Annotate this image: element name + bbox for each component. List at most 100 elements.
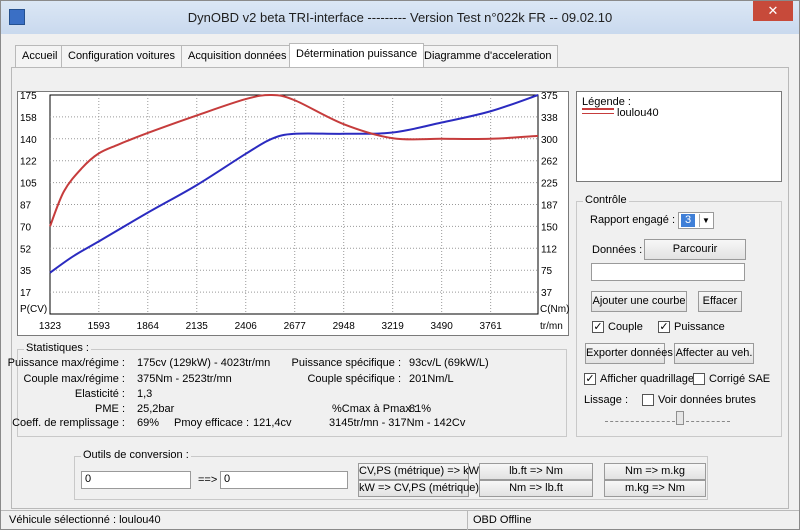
stat-label-puissance-specifique: Puissance spécifique : <box>291 357 401 369</box>
status-vehicle: Véhicule sélectionné : loulou40 <box>9 514 161 526</box>
chart-svg: 175 375 158 338 140 300 122 262 105 225 87 187 70 150… <box>20 91 569 332</box>
x-tick-label: 1593 <box>88 321 111 332</box>
brutes-slider-track[interactable] <box>686 421 730 422</box>
window-title: DynOBD v2 beta TRI-interface --------- V… <box>187 10 613 25</box>
left-tick-label: 17 <box>20 288 32 299</box>
left-axis-label: P(CV) <box>20 304 47 315</box>
sae-label: Corrigé SAE <box>709 373 771 385</box>
right-tick-label: 375 <box>541 92 558 102</box>
ajouter-courbe-button[interactable]: Ajouter une courbe <box>591 291 687 312</box>
stat-label-pmoy: Pmoy efficace : <box>174 417 249 429</box>
stat-value-elasticite: 1,3 <box>137 388 153 400</box>
lissage-slider-track[interactable] <box>605 421 675 422</box>
series-line-puissance <box>49 94 539 274</box>
stat-label-remplissage: Coeff. de remplissage : <box>12 417 125 429</box>
chevron-down-icon[interactable]: ▼ <box>699 214 712 227</box>
statistiques-group: Statistiques : <box>17 342 567 437</box>
x-tick-label: 3219 <box>382 321 405 332</box>
couple-checkbox[interactable]: ✓ <box>592 321 604 333</box>
left-tick-label: 52 <box>20 244 32 255</box>
stat-value-pmoy: 121,4cv <box>253 417 292 429</box>
x-tick-label: 2406 <box>235 321 258 332</box>
stat-value-remplissage: 69% <box>137 417 160 429</box>
donnees-label: Données : <box>592 244 643 256</box>
cv-to-kw-button[interactable]: CV,PS (métrique) => kW <box>358 463 479 480</box>
stat-label-puissance-max: Puissance max/régime : <box>7 357 125 369</box>
conversion-input[interactable]: 0 <box>81 471 191 489</box>
left-tick-label: 175 <box>20 92 37 102</box>
right-tick-label: 112 <box>541 244 557 255</box>
legend-title: Légende : <box>582 96 631 108</box>
effacer-button[interactable]: Effacer <box>698 291 742 312</box>
x-tick-label: 1864 <box>137 321 160 332</box>
lbft-to-nm-button[interactable]: lb.ft => Nm <box>479 463 593 480</box>
quadrillage-checkbox[interactable]: ✓ <box>584 373 596 385</box>
power-torque-chart: 175 375 158 338 140 300 122 262 105 225 87 187 70 150… <box>17 91 569 336</box>
right-tick-label: 262 <box>541 157 558 168</box>
controle-title: Contrôle <box>583 194 629 206</box>
app-icon <box>9 9 25 25</box>
left-tick-label: 140 <box>20 135 37 146</box>
parcourir-button[interactable]: Parcourir <box>644 239 746 260</box>
quadrillage-label: Afficher quadrillage <box>600 373 694 385</box>
right-tick-label: 187 <box>541 201 558 212</box>
left-tick-label: 70 <box>20 222 32 233</box>
sae-checkbox[interactable] <box>693 373 705 385</box>
right-tick-label: 300 <box>541 135 558 146</box>
tab-configuration-voitures[interactable]: Configuration voitures <box>61 45 183 67</box>
nm-to-mkg-button[interactable]: Nm => m.kg <box>604 463 706 480</box>
tab-determination-puissance[interactable]: Détermination puissance <box>289 43 425 67</box>
conversion-output[interactable]: 0 <box>220 471 348 489</box>
puissance-checkbox[interactable]: ✓ <box>658 321 670 333</box>
stat-value-pme: 25,2bar <box>137 403 175 415</box>
legend-box: Légende : loulou40 <box>576 91 782 182</box>
right-tick-label: 338 <box>541 113 558 124</box>
legend-swatch <box>582 108 614 114</box>
status-obd: OBD Offline <box>473 514 532 526</box>
left-tick-label: 35 <box>20 266 32 277</box>
title-bar: DynOBD v2 beta TRI-interface --------- V… <box>1 1 799 34</box>
affecter-vehicule-button[interactable]: Affecter au veh. <box>674 343 754 364</box>
series-line-couple <box>49 93 539 227</box>
close-icon[interactable]: ✕ <box>753 1 793 21</box>
stat-label-couple-max: Couple max/régime : <box>23 373 126 385</box>
tab-accueil[interactable]: Accueil <box>15 45 65 67</box>
voir-brutes-checkbox[interactable] <box>642 394 654 406</box>
tab-diagramme-acceleration[interactable]: Diagramme d'acceleration <box>417 45 559 67</box>
stat-label-elasticite: Elasticité : <box>74 388 125 400</box>
rapport-select[interactable]: 3 ▼ <box>678 212 714 229</box>
right-tick-label: 150 <box>541 222 558 233</box>
x-tick-label: 2677 <box>284 321 307 332</box>
kw-to-cv-button[interactable]: kW => CV,PS (métrique) <box>358 480 479 497</box>
conversion-group: Outils de conversion : <box>74 449 708 500</box>
mkg-to-nm-button[interactable]: m.kg => Nm <box>604 480 706 497</box>
rapport-label: Rapport engagé : <box>590 214 676 226</box>
voir-brutes-label: Voir données brutes <box>658 394 756 406</box>
tab-acquisition-donnees[interactable]: Acquisition données <box>181 45 294 67</box>
stat-value-puissance-max: 175cv (129kW) - 4023tr/mn <box>137 357 271 369</box>
stat-value-cmax-pmax: 81% <box>409 403 432 415</box>
stat-value-plage: 3145tr/mn - 317Nm - 142Cv <box>329 417 466 429</box>
right-tick-label: 75 <box>541 266 553 277</box>
stat-label-cmax-pmax: %Cmax à Pmax : <box>332 403 417 415</box>
lissage-slider-thumb[interactable] <box>676 411 684 425</box>
right-tick-label: 37 <box>541 288 553 299</box>
exporter-donnees-button[interactable]: Exporter données <box>585 343 673 364</box>
left-tick-label: 105 <box>20 179 37 190</box>
x-tick-label: 2948 <box>333 321 356 332</box>
lissage-label: Lissage : <box>584 394 629 406</box>
nm-to-lbft-button[interactable]: Nm => lb.ft <box>479 480 593 497</box>
conversion-arrow: ==> <box>198 474 218 486</box>
x-tick-label: 3490 <box>431 321 454 332</box>
left-tick-label: 158 <box>20 113 37 124</box>
right-tick-label: 225 <box>541 179 558 190</box>
x-tick-label: 3761 <box>480 321 503 332</box>
status-bar: Véhicule sélectionné : loulou40 OBD Offl… <box>1 510 799 530</box>
stat-label-couple-specifique: Couple spécifique : <box>307 373 401 385</box>
rapport-value: 3 <box>681 214 695 227</box>
x-tick-label: 1323 <box>39 321 62 332</box>
x-tick-label: tr/mn <box>540 321 563 332</box>
controle-group: Contrôle <box>576 194 782 437</box>
file-path-field[interactable] <box>591 263 745 281</box>
